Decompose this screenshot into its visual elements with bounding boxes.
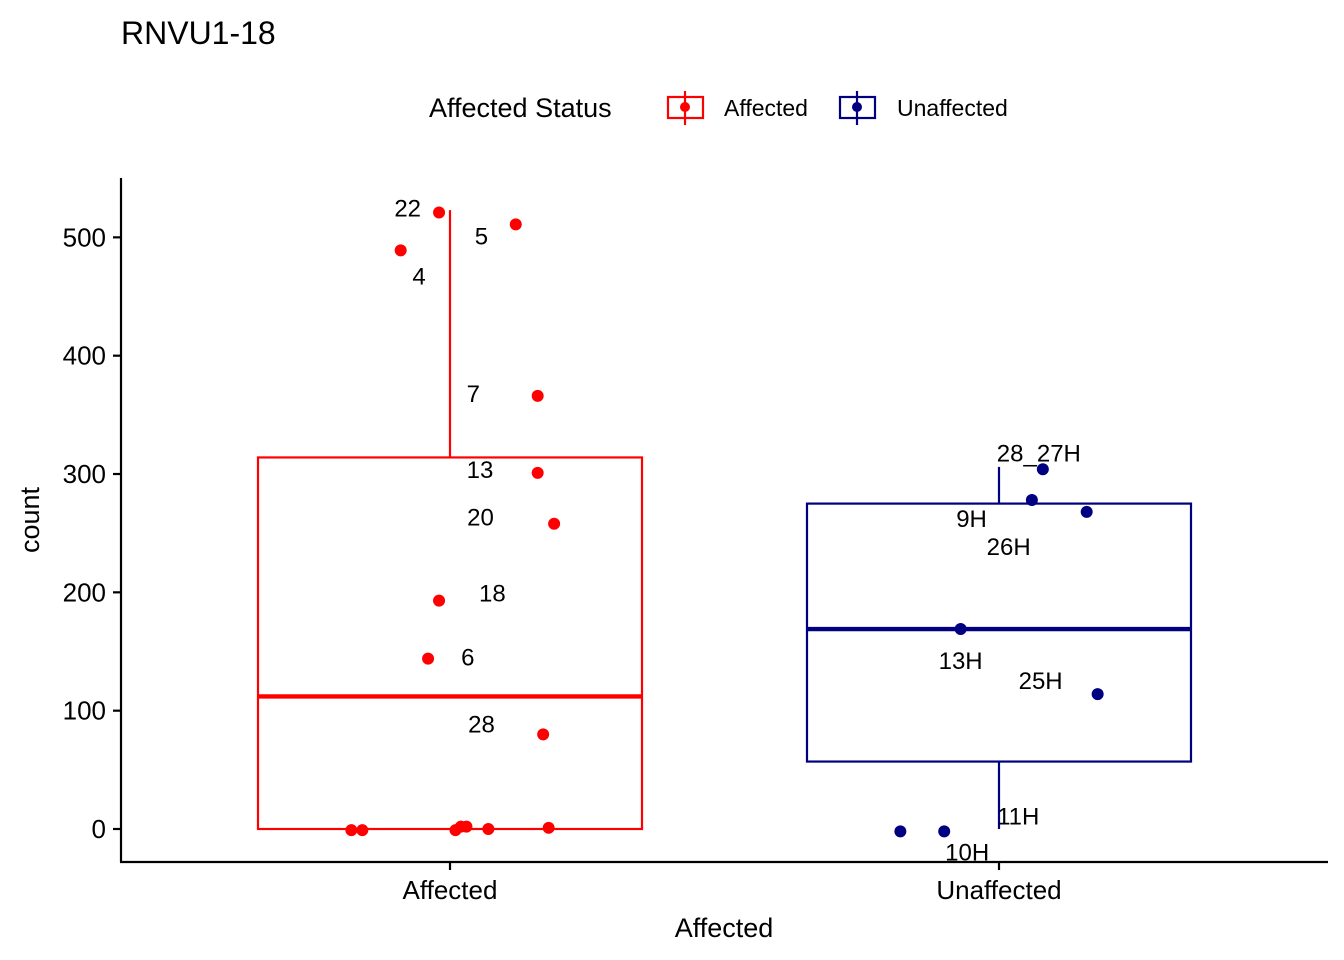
point-label: 11H	[997, 803, 1039, 830]
x-tick-label: Unaffected	[936, 875, 1061, 905]
data-point	[1091, 688, 1104, 701]
point-label: 20	[467, 505, 494, 532]
data-point	[1025, 494, 1038, 507]
data-point	[422, 652, 435, 665]
point-label: 9H	[956, 506, 987, 533]
point-label: 28	[468, 711, 495, 738]
y-tick-label: 0	[92, 814, 106, 844]
y-tick-label: 100	[63, 696, 106, 726]
data-point	[537, 728, 550, 741]
y-tick-label: 200	[63, 577, 106, 607]
data-point	[1036, 463, 1049, 476]
y-tick-label: 400	[63, 341, 106, 371]
point-label: 25H	[1019, 668, 1063, 695]
box-unaffected	[805, 502, 1193, 763]
point-label: 6	[461, 645, 474, 672]
data-point	[394, 244, 407, 257]
point-label: 4	[412, 263, 425, 290]
data-point	[894, 825, 907, 838]
point-label: 13H	[939, 648, 983, 675]
data-point	[1080, 505, 1093, 518]
legend-key-affected	[666, 91, 705, 125]
data-point	[531, 466, 544, 479]
y-axis-ticks: 0 100 200 300 400 500	[63, 222, 121, 844]
point-label: 26H	[987, 534, 1031, 561]
data-point	[542, 821, 555, 834]
point-label: 28_27H	[997, 440, 1081, 467]
data-point	[531, 389, 544, 402]
legend: Affected Status Affected Unaffected	[429, 91, 1008, 125]
y-axis-title: count	[15, 486, 45, 553]
chart-title: RNVU1-18	[121, 15, 276, 51]
data-point	[356, 824, 369, 837]
point-label: 13	[467, 457, 494, 484]
data-point	[433, 594, 446, 607]
legend-key-unaffected	[838, 91, 877, 125]
data-point	[954, 623, 967, 636]
legend-label-affected: Affected	[724, 95, 808, 121]
data-point	[433, 206, 446, 219]
data-point	[482, 823, 495, 835]
point-label: 5	[475, 223, 488, 250]
data-point	[509, 218, 522, 231]
legend-title: Affected Status	[429, 93, 612, 123]
point-label: 22	[394, 196, 421, 223]
data-point	[460, 820, 473, 833]
x-tick-label: Affected	[403, 875, 498, 905]
point-label: 7	[467, 381, 480, 408]
data-point	[345, 824, 358, 837]
x-axis-ticks: Affected Unaffected	[403, 862, 1062, 905]
box-affected	[256, 456, 644, 831]
point-label: 18	[479, 581, 506, 608]
data-point	[548, 517, 561, 530]
y-tick-label: 500	[63, 222, 106, 252]
x-axis-title: Affected	[675, 913, 774, 943]
y-tick-label: 300	[63, 459, 106, 489]
box-group-affected: 22 5 4 7 13 20 18 6 28	[256, 196, 644, 837]
data-point	[938, 825, 951, 838]
legend-label-unaffected: Unaffected	[897, 95, 1008, 121]
